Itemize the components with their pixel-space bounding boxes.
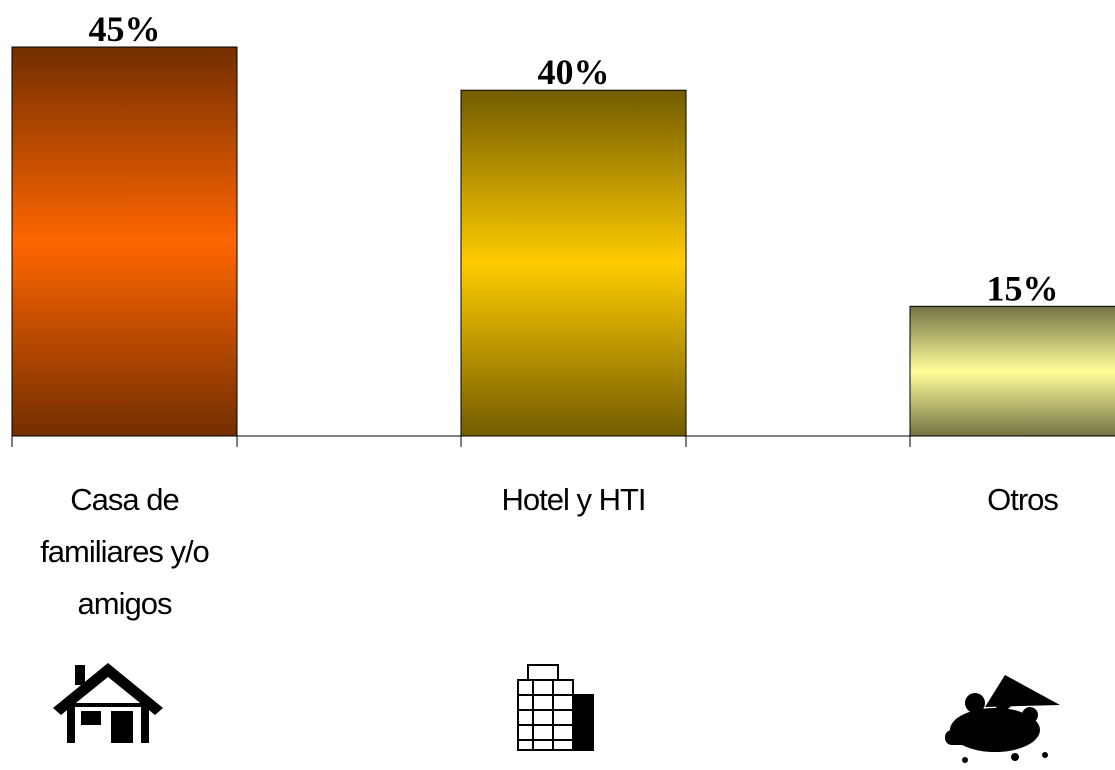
value-label: 45% (89, 9, 161, 49)
category-label: Hotel y HTI (501, 482, 646, 517)
bar (460, 89, 687, 437)
bar (11, 46, 238, 437)
category-label: Otros (987, 482, 1059, 517)
building-icon (517, 664, 594, 751)
value-label: 15% (987, 268, 1059, 308)
category-label: Casa de familiares y/o amigos (40, 482, 210, 621)
house-icon (53, 663, 163, 743)
value-label: 40% (538, 52, 610, 92)
bar (909, 305, 1115, 437)
camping-icon (945, 675, 1060, 763)
